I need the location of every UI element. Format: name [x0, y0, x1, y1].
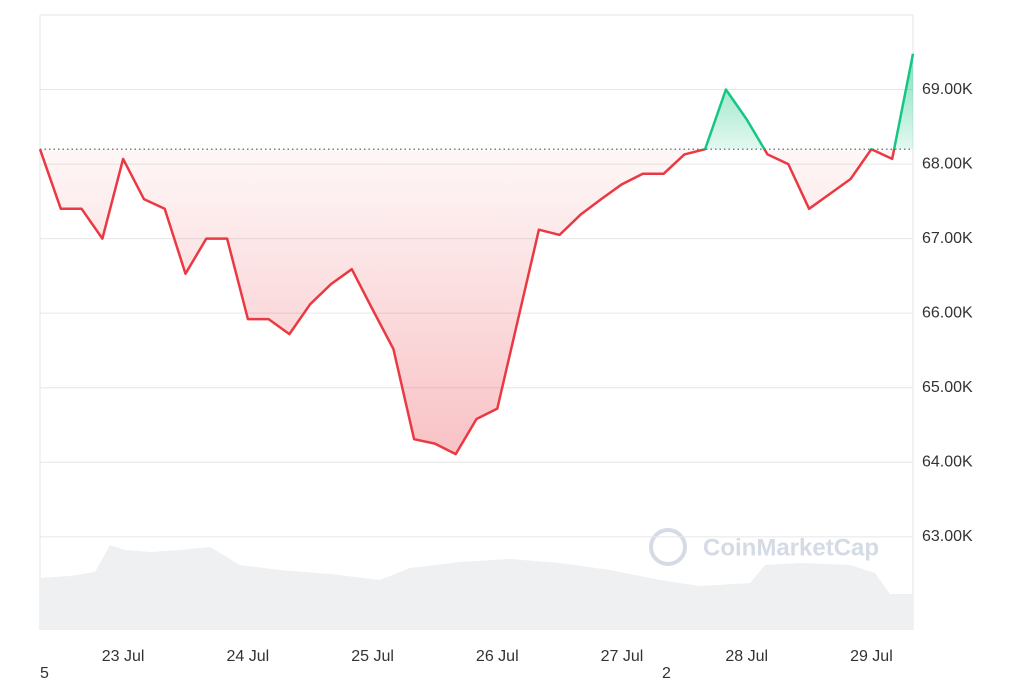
- y-tick-label: 68.00K: [922, 155, 973, 172]
- y-tick-label: 67.00K: [922, 230, 973, 247]
- x-tick-label: 28 Jul: [725, 648, 768, 665]
- corner-label: 2: [662, 665, 671, 682]
- x-tick-label: 25 Jul: [351, 648, 394, 665]
- watermark-logo: [649, 528, 687, 566]
- x-tick-label: 23 Jul: [102, 648, 145, 665]
- x-tick-label: 29 Jul: [850, 648, 893, 665]
- y-tick-label: 64.00K: [922, 453, 973, 470]
- y-tick-label: 66.00K: [922, 304, 973, 321]
- watermark: CoinMarketCap: [703, 534, 879, 561]
- x-tick-label: 26 Jul: [476, 648, 519, 665]
- baseline-fill: [40, 53, 913, 455]
- y-tick-label: 69.00K: [922, 81, 973, 98]
- watermark-group: CoinMarketCap: [649, 528, 879, 566]
- corner-label: 5: [40, 665, 49, 682]
- y-tick-label: 63.00K: [922, 528, 973, 545]
- price-line: [38, 53, 915, 456]
- volume-area: [40, 545, 913, 630]
- y-tick-label: 65.00K: [922, 379, 973, 396]
- x-tick-label: 27 Jul: [601, 648, 644, 665]
- x-tick-label: 24 Jul: [227, 648, 270, 665]
